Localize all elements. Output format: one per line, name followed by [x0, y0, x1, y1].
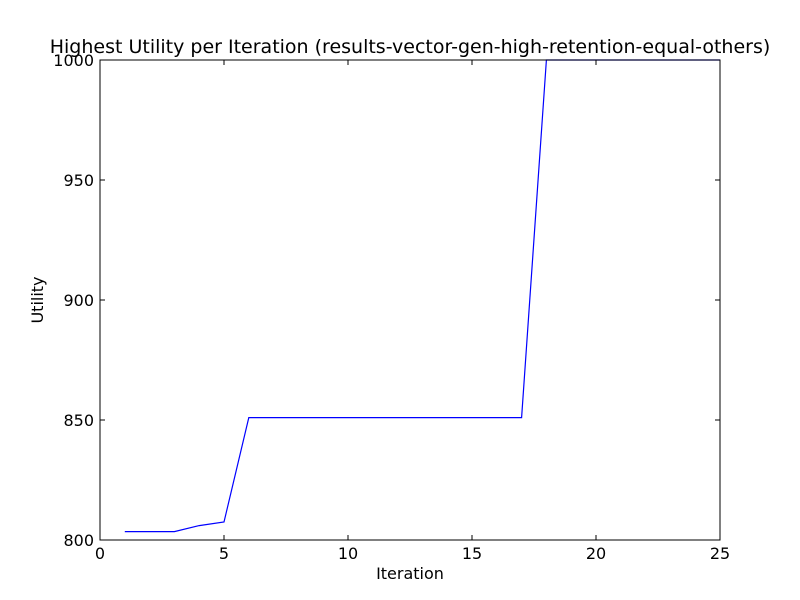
- y-tick-label: 950: [63, 171, 94, 190]
- x-tick-label: 20: [586, 544, 606, 563]
- plot-frame: [99, 59, 721, 541]
- y-tick-label: 900: [63, 291, 94, 310]
- y-tick-label: 800: [63, 531, 94, 550]
- x-tick-label: 10: [338, 544, 358, 563]
- y-tick-label: 850: [63, 411, 94, 430]
- x-tick-label: 5: [219, 544, 229, 563]
- x-tick-label: 15: [462, 544, 482, 563]
- ticks: 0 5 10 15 20 25 800 850 900 950 1000: [53, 51, 730, 563]
- x-tick-label: 25: [710, 544, 730, 563]
- chart-title: Highest Utility per Iteration (results-v…: [50, 36, 771, 58]
- y-tick-label: 1000: [53, 51, 94, 70]
- x-axis-label: Iteration: [376, 564, 444, 583]
- x-tick-label: 0: [95, 544, 105, 563]
- y-axis-label: Utility: [28, 276, 47, 323]
